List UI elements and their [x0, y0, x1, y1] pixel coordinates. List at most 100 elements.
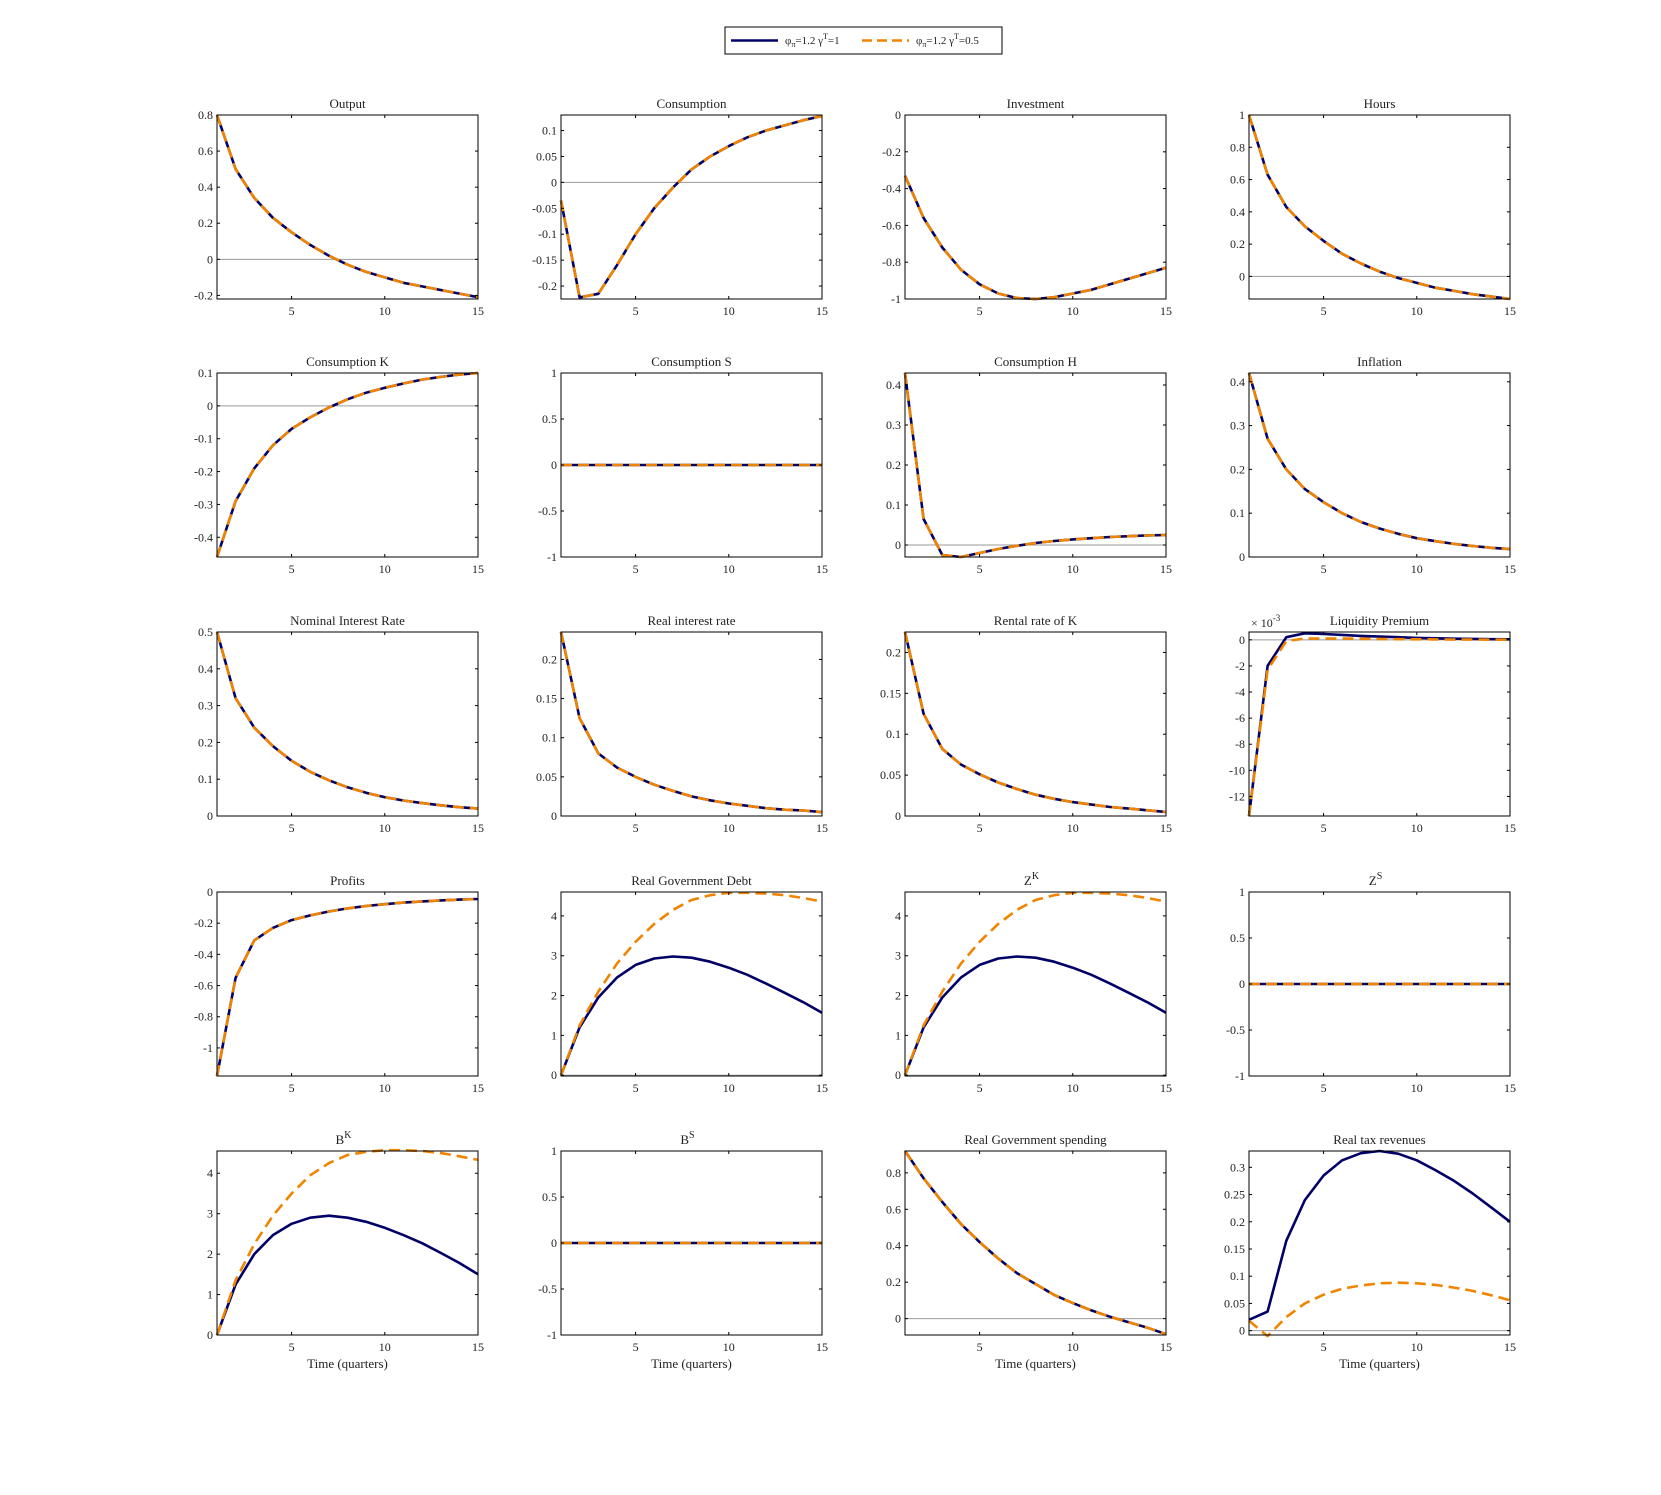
y-tick-label: 0.3 — [886, 418, 901, 432]
y-tick-label: -0.2 — [194, 288, 213, 302]
series-2-line — [215, 631, 479, 810]
y-tick-label: 0.1 — [886, 498, 901, 512]
x-tick-label: 10 — [1411, 562, 1423, 576]
y-tick-label: -0.2 — [194, 465, 213, 479]
x-tick-label: 15 — [472, 1340, 484, 1354]
x-tick-label: 5 — [633, 821, 639, 835]
y-tick-label: 1 — [551, 366, 557, 380]
x-tick-label: 5 — [633, 562, 639, 576]
x-tick-label: 5 — [977, 821, 983, 835]
y-tick-label: 0 — [1239, 633, 1245, 647]
series-1-line — [1247, 372, 1511, 551]
x-tick-label: 10 — [1411, 1081, 1423, 1095]
x-tick-label: 15 — [1504, 562, 1516, 576]
series-2-line — [1247, 114, 1511, 301]
series-1-line — [1247, 631, 1511, 817]
y-tick-label: 0 — [551, 1068, 557, 1082]
y-tick-label: -0.2 — [538, 279, 557, 293]
y-tick-label: 0 — [207, 809, 213, 823]
series-2-line — [1247, 637, 1510, 817]
y-tick-label: 0.1 — [542, 731, 557, 745]
panel-8: 0 0.1 0.2 0.3 0.4 5 10 15 Inflation — [1230, 354, 1516, 576]
x-tick-label: 15 — [1160, 1340, 1172, 1354]
y-tick-label: 1 — [207, 1288, 213, 1302]
panel-10: 0 0.05 0.1 0.15 0.2 5 10 15 Real interest rate — [536, 613, 828, 835]
y-tick-label: 0.05 — [536, 770, 557, 784]
y-tick-label: -0.05 — [532, 201, 557, 215]
y-tick-label: 0.8 — [886, 1166, 901, 1180]
x-tick-label: 5 — [633, 1081, 639, 1095]
scale-multiplier: × 10-3 — [1251, 613, 1281, 630]
y-tick-label: 0.6 — [1230, 173, 1245, 187]
axes-box — [560, 891, 823, 1077]
y-tick-label: 2 — [207, 1247, 213, 1261]
y-tick-label: 0.3 — [1230, 1160, 1245, 1174]
y-tick-label: 0.3 — [1230, 419, 1245, 433]
y-tick-label: 0.05 — [880, 768, 901, 782]
y-tick-label: 0.3 — [198, 699, 213, 713]
panel-19: 0 0.2 0.4 0.6 0.8 5 10 15 Real Government spendi… — [886, 1132, 1172, 1371]
panel-5: -0.4 -0.3 -0.2 -0.1 0 0.1 5 10 15 Consumption K — [194, 354, 484, 576]
x-tick-label: 10 — [379, 304, 391, 318]
series-1-line — [215, 114, 479, 299]
x-tick-label: 15 — [472, 821, 484, 835]
series-2-line — [903, 631, 1167, 814]
y-tick-label: -0.2 — [194, 916, 213, 930]
panel-9: 0 0.1 0.2 0.3 0.4 0.5 5 10 15 Nominal Interest Ra… — [198, 613, 484, 835]
x-tick-label: 15 — [1504, 304, 1516, 318]
x-tick-label: 5 — [1321, 821, 1327, 835]
y-tick-label: -0.8 — [882, 255, 901, 269]
y-tick-label: 0.15 — [536, 692, 557, 706]
y-tick-label: 0 — [895, 1068, 901, 1082]
panel-title: Profits — [330, 873, 365, 888]
panel-15: 0 1 2 3 4 5 10 15 ZK — [895, 871, 1172, 1095]
y-tick-label: 0.1 — [1230, 1269, 1245, 1283]
y-tick-label: 0.8 — [198, 108, 213, 122]
y-tick-label: -0.1 — [194, 432, 213, 446]
y-tick-label: 0 — [551, 809, 557, 823]
x-tick-label: 5 — [633, 304, 639, 318]
series-1-line — [903, 372, 1167, 559]
x-tick-label: 5 — [1321, 1340, 1327, 1354]
x-tick-label: 5 — [289, 1081, 295, 1095]
y-tick-label: -0.5 — [538, 1282, 557, 1296]
y-tick-label: 0 — [895, 538, 901, 552]
x-tick-label: 10 — [1067, 821, 1079, 835]
x-tick-label: 5 — [633, 1340, 639, 1354]
panel-title: Nominal Interest Rate — [290, 613, 405, 628]
series-2-line — [215, 897, 479, 1077]
x-tick-label: 15 — [816, 821, 828, 835]
y-tick-label: 2 — [551, 989, 557, 1003]
panel-title: Hours — [1364, 96, 1396, 111]
panel-7: 0 0.1 0.2 0.3 0.4 5 10 15 Consumption H — [886, 354, 1172, 576]
y-tick-label: 0.5 — [542, 1190, 557, 1204]
y-tick-label: 0.2 — [1230, 462, 1245, 476]
panel-title: Real Government spending — [964, 1132, 1107, 1147]
axes-box — [1248, 372, 1511, 558]
panel-title: BK — [336, 1130, 353, 1147]
x-tick-label: 10 — [379, 1081, 391, 1095]
x-tick-label: 10 — [723, 1081, 735, 1095]
panel-3: -1 -0.8 -0.6 -0.4 -0.2 0 5 10 15 Investment — [882, 96, 1172, 318]
panel-2: -0.2 -0.15 -0.1 -0.05 0 0.05 0.1 5 10 15 Consumpti… — [532, 96, 828, 318]
x-tick-label: 15 — [816, 1340, 828, 1354]
x-tick-label: 15 — [1160, 304, 1172, 318]
y-tick-label: 0.6 — [198, 144, 213, 158]
x-tick-label: 5 — [977, 1081, 983, 1095]
x-tick-label: 5 — [289, 304, 295, 318]
series-1-line — [559, 631, 823, 814]
panel-title: Consumption S — [651, 354, 732, 369]
y-tick-label: -10 — [1229, 763, 1245, 777]
y-tick-label: 1 — [895, 1028, 901, 1042]
panel-title: Liquidity Premium — [1330, 613, 1429, 628]
panel-11: 0 0.05 0.1 0.15 0.2 5 10 15 Rental rate of K — [880, 613, 1172, 835]
series-1-line — [215, 631, 479, 810]
x-tick-label: 5 — [977, 562, 983, 576]
panel-title: BS — [680, 1130, 694, 1147]
panel-title: Consumption — [656, 96, 727, 111]
series-1-line — [903, 1150, 1167, 1336]
series-2-line — [903, 372, 1167, 559]
legend-label-2: φπ=1.2 γT=0.5 — [916, 32, 979, 49]
y-tick-label: -0.4 — [194, 530, 213, 544]
